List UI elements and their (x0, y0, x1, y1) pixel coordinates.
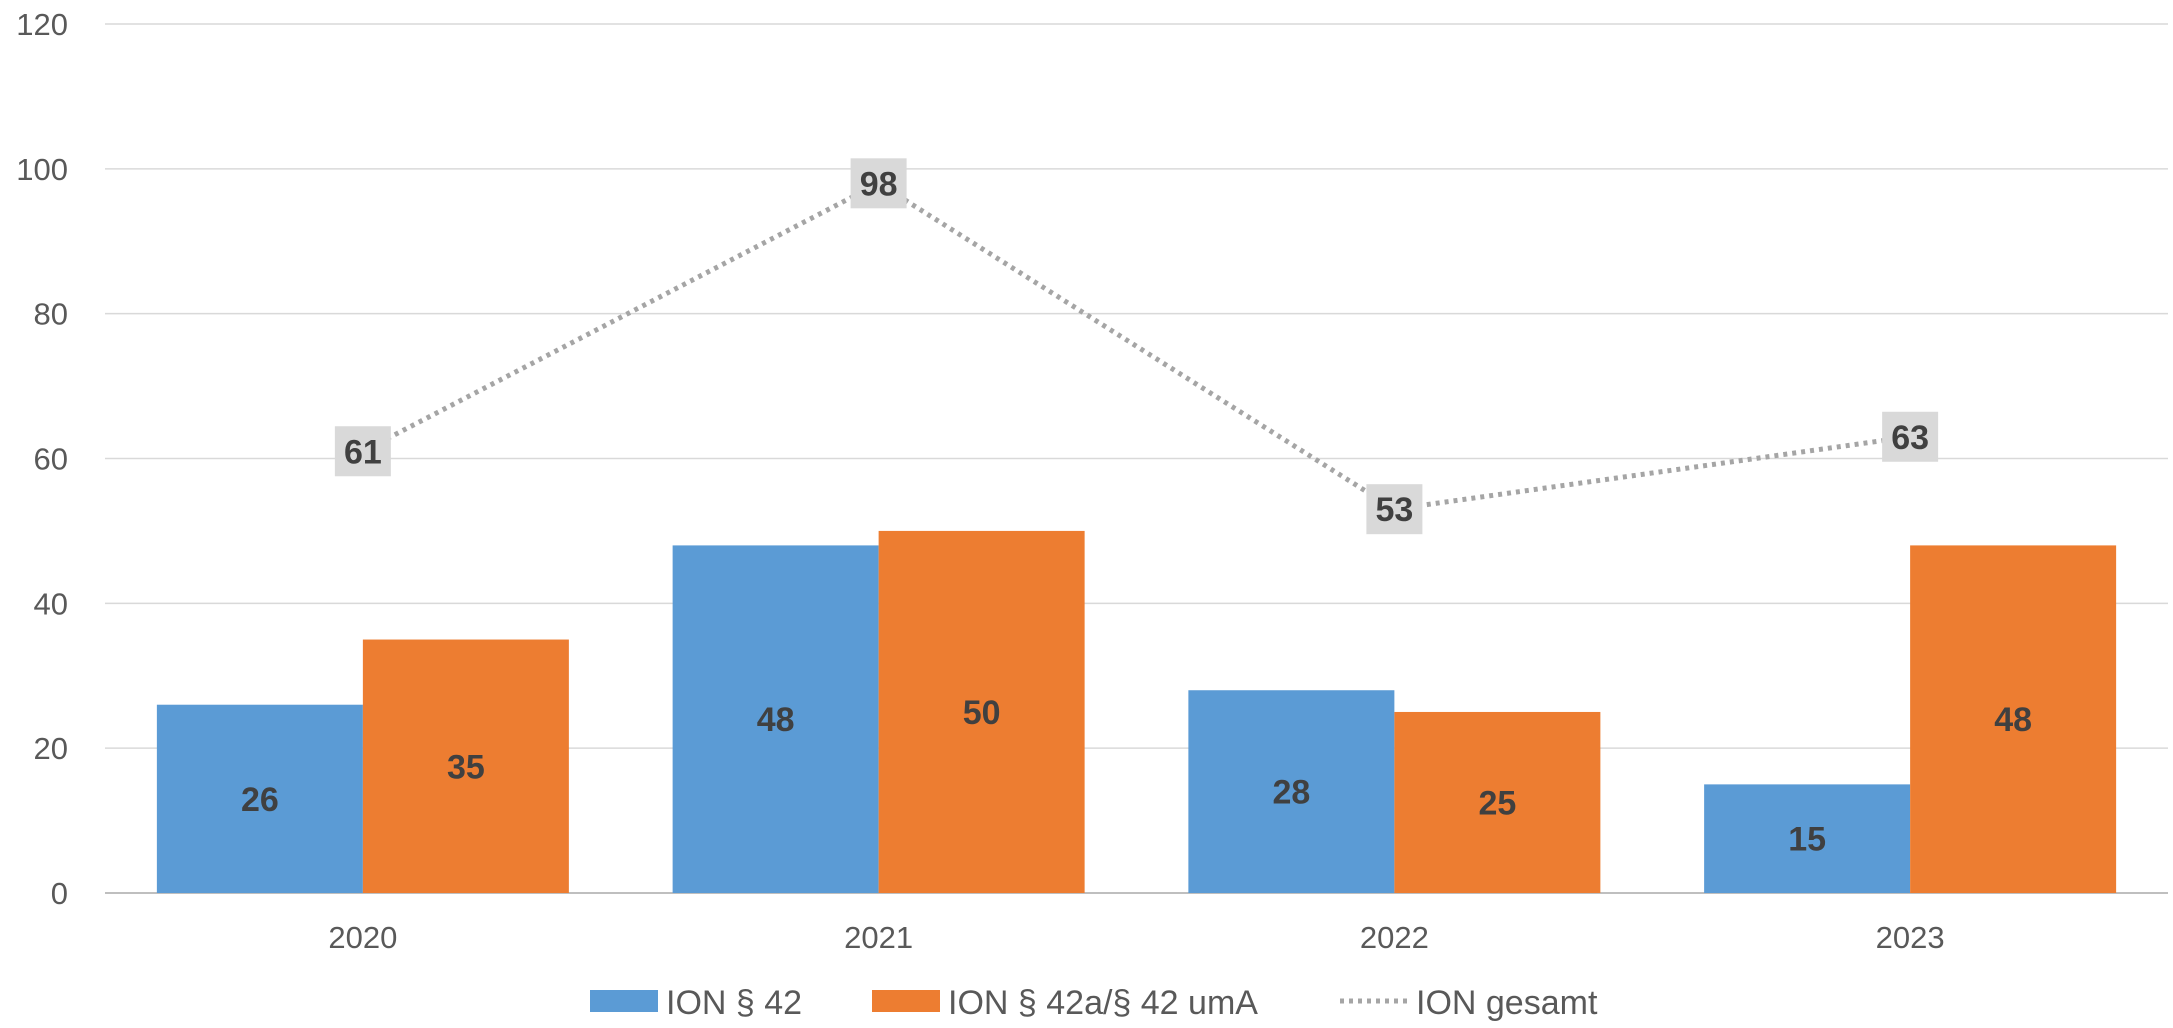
line-label-box (1366, 484, 1423, 535)
y-tick-label: 60 (34, 442, 68, 477)
y-tick-label: 20 (34, 731, 68, 766)
gridlines (105, 23, 2168, 749)
x-tick-label: 2021 (844, 920, 913, 955)
line-data-label: 61 (344, 433, 382, 471)
bar-data-label: 50 (963, 694, 1001, 732)
line-data-label: 53 (1375, 491, 1413, 529)
line-label-box (850, 158, 907, 209)
bar-ion-42-2021 (672, 545, 879, 893)
line-label-box (334, 426, 391, 477)
line-data-label: 63 (1891, 419, 1929, 457)
legend: ION § 42 ION § 42a/§ 42 umA ION gesamt (590, 984, 1598, 1022)
bars (156, 530, 2117, 893)
y-tick-label: 100 (16, 152, 68, 187)
bar-ion-42a-umA-2020 (362, 639, 569, 893)
line-label-box (1882, 411, 1939, 462)
legend-swatch (872, 990, 940, 1012)
legend-label: ION gesamt (1416, 984, 1598, 1022)
bar-data-label: 48 (1994, 701, 2032, 739)
bar-data-label: 26 (241, 781, 279, 819)
x-tick-label: 2022 (1360, 920, 1429, 955)
data-labels: 26 48 28 15 35 50 25 48 61 98 53 63 (241, 158, 2032, 859)
bar-ion-42-2023 (1704, 784, 1911, 893)
x-tick-label: 2023 (1876, 920, 1945, 955)
bar-data-label: 48 (757, 701, 795, 739)
line-ion-gesamt (361, 180, 1911, 512)
bar-ion-42a-umA-2023 (1910, 545, 2117, 893)
bar-ion-42-2022 (1188, 690, 1395, 893)
bar-ion-42-2020 (156, 704, 363, 893)
legend-label: ION § 42a/§ 42 umA (948, 984, 1258, 1022)
bar-ion-42a-umA-2021 (878, 530, 1085, 893)
y-tick-label: 40 (34, 586, 68, 621)
y-tick-label: 80 (34, 297, 68, 332)
y-tick-label: 0 (51, 876, 68, 911)
bar-data-label: 28 (1272, 774, 1310, 812)
legend-label: ION § 42 (666, 984, 802, 1022)
x-tick-label: 2020 (328, 920, 397, 955)
bar-data-label: 25 (1478, 784, 1516, 822)
bar-data-label: 15 (1788, 821, 1826, 859)
y-tick-label: 120 (16, 7, 68, 42)
bar-ion-42a-umA-2022 (1394, 711, 1601, 893)
legend-swatch (590, 990, 658, 1012)
line-data-label: 98 (860, 165, 898, 203)
bar-data-label: 35 (447, 748, 485, 786)
total-line (361, 180, 1911, 512)
